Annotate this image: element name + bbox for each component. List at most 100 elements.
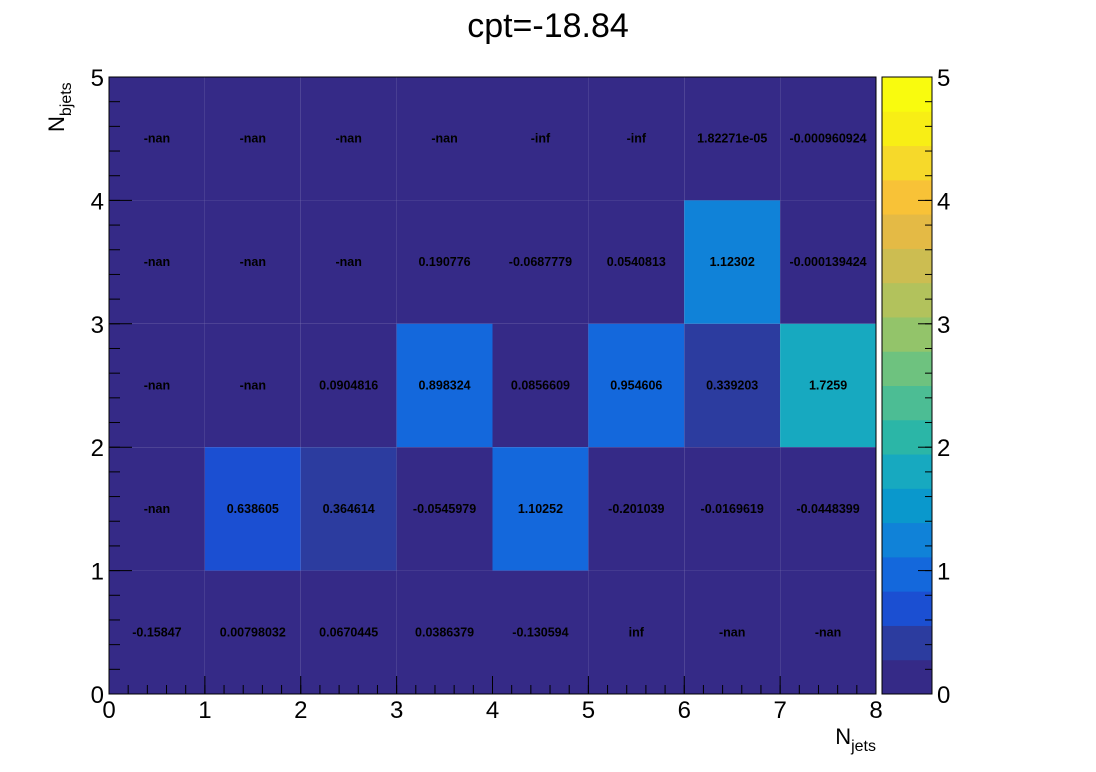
cell-label: -0.0448399 bbox=[796, 502, 859, 516]
cell-label: -nan bbox=[335, 255, 361, 269]
y-axis-label-sub: bjets bbox=[58, 82, 75, 116]
colorbar-axis: 0 1 2 3 4 5 bbox=[918, 65, 950, 709]
colorbar-frame bbox=[881, 76, 933, 695]
cell-label: 1.12302 bbox=[710, 255, 755, 269]
cell-label: -0.000139424 bbox=[789, 255, 866, 269]
cell-label: 0.00798032 bbox=[220, 625, 286, 639]
x-tick-label: 5 bbox=[582, 697, 595, 724]
cell-label: -nan bbox=[144, 132, 170, 146]
chart-title: cpt=-18.84 bbox=[467, 7, 629, 45]
heatmap-cell bbox=[109, 200, 205, 324]
heatmap-cell bbox=[396, 323, 493, 448]
cell-label: 1.10252 bbox=[518, 502, 563, 516]
x-tick-label: 7 bbox=[773, 697, 786, 724]
heatmap-cell bbox=[300, 570, 397, 694]
cell-label: 0.190776 bbox=[418, 255, 470, 269]
y-tick-label: 4 bbox=[91, 188, 104, 215]
colorbar bbox=[881, 76, 933, 695]
colorbar-tick-label: 2 bbox=[937, 435, 950, 462]
heatmap-cell bbox=[396, 200, 493, 324]
cell-label: 0.0856609 bbox=[511, 379, 570, 393]
cell-label: -nan bbox=[144, 379, 170, 393]
y-tick-label: 5 bbox=[91, 65, 104, 92]
colorbar-segment bbox=[882, 454, 932, 489]
x-tick-label: 2 bbox=[294, 697, 307, 724]
colorbar-segment bbox=[882, 419, 932, 455]
heatmap-cell bbox=[492, 323, 589, 448]
colorbar-segment bbox=[882, 591, 932, 626]
colorbar-segment bbox=[882, 351, 932, 386]
heatmap-cell bbox=[780, 323, 876, 448]
x-tick-label: 4 bbox=[486, 697, 499, 724]
heatmap-cell bbox=[588, 323, 685, 448]
cell-label: 1.7259 bbox=[809, 379, 847, 393]
heatmap-cell bbox=[396, 77, 493, 201]
cell-label: 1.82271e-05 bbox=[697, 132, 767, 146]
cell-label: -0.0545979 bbox=[413, 502, 476, 516]
cell-label: inf bbox=[629, 625, 645, 639]
colorbar-tick-label: 3 bbox=[937, 312, 950, 339]
cell-labels: -nan -nan -nan -nan -inf -inf 1.82271e-05 -0.00… bbox=[132, 132, 866, 640]
cell-label: -0.000960924 bbox=[789, 132, 866, 146]
cell-label: 0.364614 bbox=[323, 502, 375, 516]
cell-label: -inf bbox=[531, 132, 551, 146]
cell-label: -nan bbox=[815, 625, 841, 639]
cell-label: -nan bbox=[240, 132, 266, 146]
colorbar-segment bbox=[882, 214, 932, 249]
heatmap-cell bbox=[588, 447, 685, 571]
colorbar-segment bbox=[882, 625, 932, 661]
cell-label: -0.0169619 bbox=[701, 502, 764, 516]
cell-label: 0.954606 bbox=[610, 379, 662, 393]
x-tick-label: 1 bbox=[198, 697, 211, 724]
colorbar-segment bbox=[882, 77, 932, 112]
heatmap-cell bbox=[684, 447, 781, 571]
colorbar-segment bbox=[882, 248, 932, 284]
heatmap-cell bbox=[109, 77, 205, 201]
y-axis-label: Nbjets bbox=[44, 82, 75, 132]
colorbar-tick-label: 1 bbox=[937, 559, 950, 586]
heatmap-cell bbox=[396, 447, 493, 571]
colorbar-segment bbox=[882, 488, 932, 524]
heatmap-cell bbox=[109, 447, 205, 571]
cell-label: 0.339203 bbox=[706, 379, 758, 393]
heatmap-cell bbox=[300, 447, 397, 571]
colorbar-tick-label: 0 bbox=[937, 682, 950, 709]
cell-label: 0.0386379 bbox=[415, 625, 474, 639]
heatmap-cells bbox=[109, 77, 876, 694]
heatmap-cell bbox=[588, 570, 685, 694]
x-axis: 0 1 2 3 4 5 6 7 8 bbox=[102, 676, 883, 724]
cell-label: -0.201039 bbox=[608, 502, 664, 516]
cell-label: 0.0670445 bbox=[319, 625, 378, 639]
colorbar-segment bbox=[882, 179, 932, 215]
y-axis: 0 1 2 3 4 5 bbox=[91, 65, 132, 709]
heatmap-cell bbox=[780, 200, 876, 324]
heatmap-cell bbox=[780, 570, 876, 694]
x-tick-label: 6 bbox=[678, 697, 691, 724]
colorbar-tick-label: 4 bbox=[937, 188, 950, 215]
x-axis-label: Njets bbox=[835, 724, 876, 755]
colorbar-segment bbox=[882, 111, 932, 147]
cell-label: 0.898324 bbox=[418, 379, 470, 393]
cell-label: -0.0687779 bbox=[509, 255, 572, 269]
cell-label: -0.15847 bbox=[132, 625, 181, 639]
x-tick-label: 8 bbox=[869, 697, 882, 724]
heatmap-cell bbox=[588, 200, 685, 324]
cell-label: -inf bbox=[627, 132, 647, 146]
heatmap-cell bbox=[492, 570, 589, 694]
cell-label: -nan bbox=[719, 625, 745, 639]
heatmap-cell bbox=[109, 323, 205, 448]
cell-label: -0.130594 bbox=[512, 625, 568, 639]
heatmap-cell bbox=[492, 447, 589, 571]
y-tick-label: 3 bbox=[91, 312, 104, 339]
x-axis-label-sub: jets bbox=[850, 738, 876, 755]
heatmap-cell bbox=[300, 77, 397, 201]
colorbar-segment bbox=[882, 145, 932, 181]
heatmap-cell bbox=[204, 323, 301, 448]
heatmap-cell bbox=[684, 323, 781, 448]
colorbar-segment bbox=[882, 522, 932, 558]
heatmap-cell bbox=[204, 570, 301, 694]
colorbar-segment bbox=[882, 385, 932, 421]
y-tick-label: 2 bbox=[91, 435, 104, 462]
cell-label: -nan bbox=[144, 502, 170, 516]
